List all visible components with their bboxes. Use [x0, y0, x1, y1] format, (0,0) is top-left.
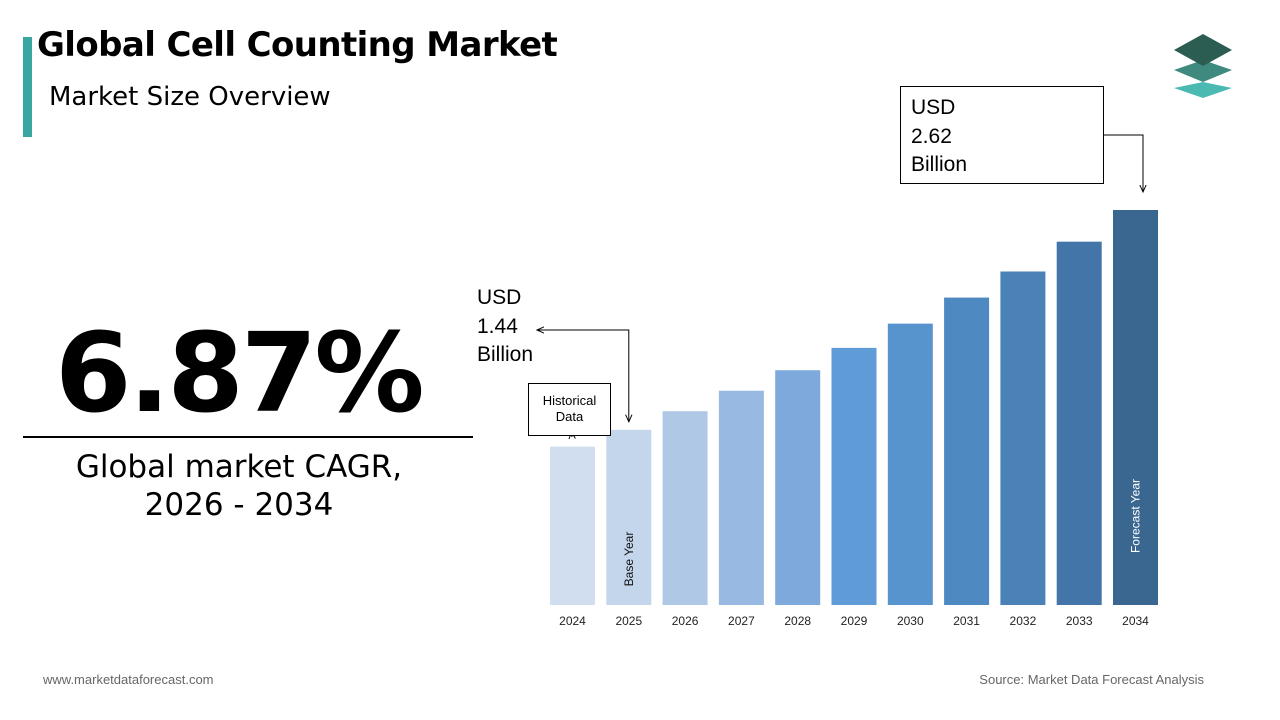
start-value-currency: USD: [477, 286, 522, 309]
bar-2027: [718, 390, 764, 605]
cagr-label-line2: 2026 - 2034: [144, 487, 334, 523]
bar-2029: [831, 347, 877, 605]
bar-2034: [1113, 210, 1158, 605]
bar-2031: [944, 297, 990, 605]
x-tick-2034: 2034: [1122, 614, 1149, 628]
historical-label-line1: Historical: [542, 393, 597, 408]
chart-x-tick-labels: 2024 2025 2026 2027 2028 2029 2030 2031 2032 2033…: [559, 614, 1149, 628]
end-value-currency: USD: [911, 96, 956, 119]
x-tick-2026: 2026: [672, 614, 699, 628]
end-value-callout: USD 2.62 Billion: [900, 86, 1104, 184]
page-title: Global Cell Counting Market: [37, 25, 558, 65]
end-value-amount: 2.62: [911, 124, 952, 148]
end-value-unit: Billion: [911, 153, 968, 176]
footer-source: Source: Market Data Forecast Analysis: [979, 672, 1204, 687]
x-tick-2027: 2027: [728, 614, 755, 628]
x-tick-2032: 2032: [1010, 614, 1037, 628]
historical-data-callout: Historical Data: [528, 383, 611, 436]
title-accent-bar: [23, 37, 32, 137]
bar-2024: [550, 446, 595, 605]
cagr-divider: [23, 436, 473, 438]
start-callout-arrow: [537, 330, 629, 422]
x-tick-2024: 2024: [559, 614, 586, 628]
footer-website: www.marketdataforecast.com: [43, 672, 214, 687]
cagr-label-line1: Global market CAGR,: [75, 449, 403, 485]
x-tick-2030: 2030: [897, 614, 924, 628]
bar-2025: [606, 429, 652, 605]
historical-label-line2: Data: [555, 409, 584, 424]
bar-2033: [1056, 241, 1102, 605]
company-logo-icon: [1174, 34, 1232, 98]
x-tick-2025: 2025: [615, 614, 642, 628]
bar-2032: [1000, 271, 1046, 605]
cagr-label: Global market CAGR, 2026 - 2034: [23, 448, 455, 524]
bar-annotation-2025: Base Year: [622, 532, 636, 587]
x-tick-2029: 2029: [841, 614, 868, 628]
start-value-unit: Billion: [477, 343, 534, 366]
chart-bar-annotations: Base Year Forecast Year: [622, 479, 1143, 586]
chart-bars: [550, 210, 1158, 605]
page-subtitle: Market Size Overview: [49, 82, 331, 112]
x-tick-2028: 2028: [784, 614, 811, 628]
bar-2028: [775, 370, 821, 605]
start-value-amount: 1.44: [477, 314, 518, 338]
start-value-callout: USD 1.44 Billion: [477, 284, 567, 374]
bar-2026: [662, 411, 708, 605]
x-tick-2031: 2031: [953, 614, 980, 628]
bar-annotation-2034: Forecast Year: [1129, 479, 1143, 553]
cagr-value: 6.87%: [55, 309, 425, 437]
x-tick-2033: 2033: [1066, 614, 1093, 628]
bar-2030: [887, 323, 933, 605]
